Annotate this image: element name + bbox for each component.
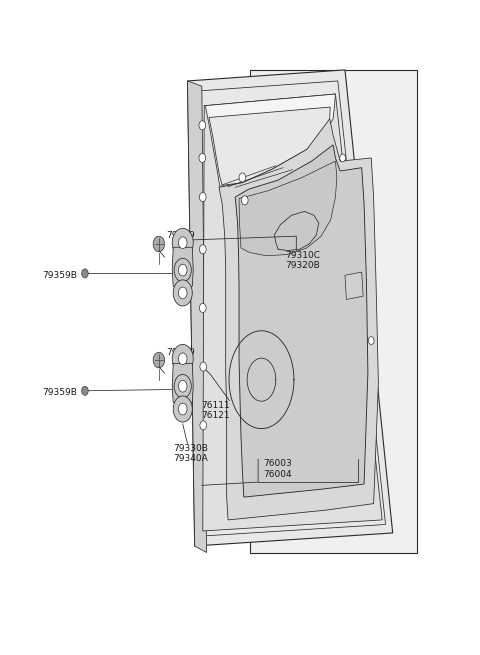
Polygon shape	[345, 272, 363, 299]
Text: 79359: 79359	[166, 348, 195, 358]
Polygon shape	[235, 145, 368, 497]
Circle shape	[179, 353, 187, 365]
Polygon shape	[203, 94, 382, 531]
Circle shape	[179, 237, 187, 249]
Circle shape	[179, 381, 187, 392]
Circle shape	[172, 345, 193, 373]
Circle shape	[172, 229, 193, 257]
Circle shape	[82, 386, 88, 396]
Polygon shape	[250, 70, 417, 553]
Circle shape	[241, 196, 248, 205]
Text: 79330B
79340A: 79330B 79340A	[173, 443, 208, 463]
Circle shape	[179, 403, 187, 415]
Text: 79359: 79359	[166, 231, 195, 240]
Polygon shape	[239, 161, 337, 255]
Circle shape	[174, 375, 192, 398]
Circle shape	[173, 396, 192, 422]
Circle shape	[199, 153, 205, 162]
Circle shape	[239, 173, 246, 182]
Circle shape	[82, 269, 88, 278]
Circle shape	[173, 280, 192, 306]
Circle shape	[199, 121, 205, 130]
Polygon shape	[219, 119, 378, 520]
Circle shape	[153, 352, 165, 368]
Text: 76003
76004: 76003 76004	[263, 459, 292, 479]
Polygon shape	[188, 81, 206, 553]
Polygon shape	[172, 248, 193, 286]
Polygon shape	[204, 94, 336, 187]
Text: 76111
76121: 76111 76121	[201, 401, 229, 420]
Polygon shape	[209, 107, 330, 185]
Text: 79310C
79320B: 79310C 79320B	[285, 251, 320, 270]
Circle shape	[153, 236, 165, 252]
Circle shape	[340, 154, 346, 162]
Circle shape	[199, 193, 206, 202]
Circle shape	[199, 303, 206, 312]
Circle shape	[199, 245, 206, 253]
Circle shape	[179, 264, 187, 276]
Polygon shape	[188, 70, 393, 546]
Circle shape	[200, 421, 206, 430]
Circle shape	[174, 258, 192, 282]
Circle shape	[368, 337, 374, 345]
Text: 79359B: 79359B	[42, 271, 77, 280]
Circle shape	[179, 287, 187, 299]
Polygon shape	[172, 364, 193, 403]
Text: 79359B: 79359B	[42, 388, 77, 396]
Circle shape	[200, 362, 206, 371]
